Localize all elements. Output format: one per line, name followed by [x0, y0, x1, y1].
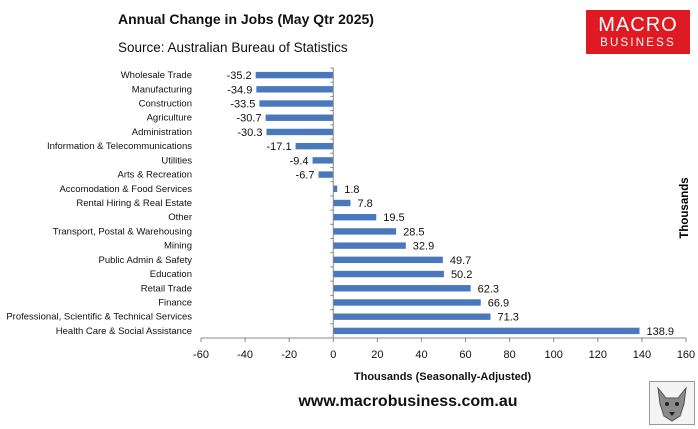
data-label: 49.7	[450, 255, 471, 267]
y-axis-title-text: Thousands	[679, 177, 691, 239]
category-label: Education	[150, 269, 192, 280]
macro-business-logo[interactable]: MACRO BUSINESS	[586, 10, 690, 54]
bar	[333, 185, 338, 192]
category-label: Information & Telecommunications	[47, 141, 192, 152]
bar	[333, 256, 443, 264]
category-label: Agriculture	[147, 113, 192, 124]
bar	[333, 214, 377, 221]
chart-subtitle: Source: Australian Bureau of Statistics	[118, 40, 348, 55]
x-tick-label: 60	[459, 349, 471, 361]
x-tick-label: 20	[371, 349, 383, 361]
wolf-logo-icon	[649, 381, 695, 425]
data-label: -33.5	[230, 99, 255, 111]
logo-line-1: MACRO	[598, 14, 678, 36]
data-label: -9.4	[290, 155, 309, 167]
category-label: Transport, Postal & Warehousing	[53, 226, 192, 237]
category-label: Public Admin & Safety	[99, 255, 193, 266]
x-tick-label: 120	[589, 349, 607, 361]
website-url[interactable]: www.macrobusiness.com.au	[298, 393, 518, 410]
bar	[333, 199, 351, 207]
bar	[333, 313, 491, 320]
bar	[265, 114, 334, 121]
category-label: Finance	[158, 297, 192, 308]
data-label: -30.7	[237, 113, 262, 125]
data-label: 71.3	[497, 312, 518, 324]
category-label: Mining	[164, 241, 192, 252]
x-tick-label: -40	[237, 349, 253, 361]
data-label: -34.9	[227, 84, 252, 96]
data-label: 50.2	[451, 269, 472, 281]
data-label: -35.2	[227, 70, 252, 82]
bar	[333, 228, 397, 235]
bar	[259, 100, 334, 107]
bar	[333, 327, 640, 335]
category-label: Other	[168, 212, 192, 223]
bar	[312, 157, 334, 164]
category-label: Administration	[132, 127, 192, 138]
data-label: -6.7	[296, 170, 315, 182]
category-label: Arts & Recreation	[118, 170, 192, 181]
data-label: 32.9	[413, 241, 434, 253]
data-label: -30.3	[237, 127, 262, 139]
y-axis-title: Thousands	[665, 177, 698, 239]
category-label: Retail Trade	[141, 283, 192, 294]
data-label: 28.5	[403, 226, 424, 238]
category-label: Accomodation & Food Services	[59, 184, 192, 195]
x-tick-label: 0	[330, 349, 336, 361]
data-label: 62.3	[478, 283, 499, 295]
bar	[333, 299, 481, 306]
bar	[255, 71, 334, 79]
data-label: 138.9	[646, 326, 674, 338]
category-label: Wholesale Trade	[121, 70, 192, 81]
category-label: Construction	[139, 99, 192, 110]
bar	[333, 285, 471, 292]
logo-line-2: BUSINESS	[600, 37, 676, 49]
x-tick-label: -60	[193, 349, 209, 361]
data-label: -17.1	[266, 141, 291, 153]
data-label: 19.5	[383, 212, 404, 224]
bar	[333, 242, 406, 249]
bar	[333, 270, 444, 278]
category-label: Manufacturing	[132, 84, 192, 95]
bar	[256, 86, 334, 93]
data-label: 1.8	[344, 184, 359, 196]
data-label: 66.9	[488, 297, 509, 309]
bar	[295, 142, 334, 150]
category-label: Professional, Scientific & Technical Ser…	[6, 312, 192, 323]
x-tick-label: -20	[281, 349, 297, 361]
x-tick-label: 80	[504, 349, 516, 361]
x-axis-title: Thousands (Seasonally-Adjusted)	[353, 371, 532, 383]
category-label: Rental Hiring & Real Estate	[76, 198, 192, 209]
x-tick-label: 100	[545, 349, 563, 361]
data-label: 7.8	[357, 198, 372, 210]
x-tick-label: 160	[677, 349, 695, 361]
x-tick-label: 40	[415, 349, 427, 361]
bar	[266, 128, 334, 136]
category-label: Utilities	[161, 155, 192, 166]
x-tick-label: 140	[633, 349, 651, 361]
bar	[318, 171, 334, 178]
category-label: Health Care & Social Assistance	[56, 326, 192, 337]
chart-title: Annual Change in Jobs (May Qtr 2025)	[118, 11, 374, 27]
